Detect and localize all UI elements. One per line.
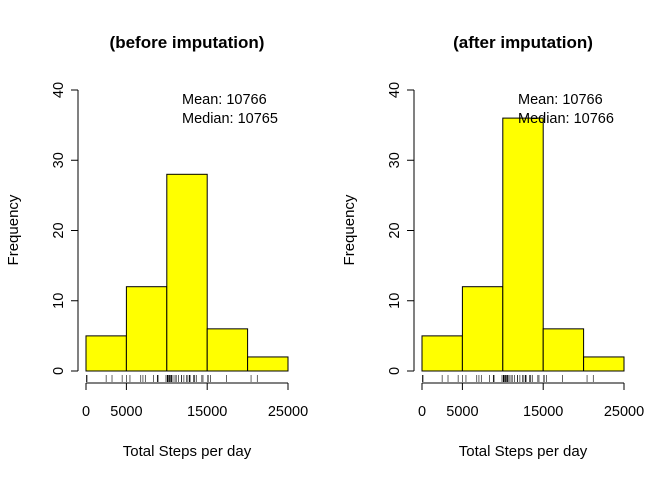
- x-tick-label: 0: [82, 404, 90, 420]
- x-axis-label: Total Steps per day: [459, 443, 588, 460]
- histogram-bar: [421, 335, 463, 372]
- y-tick-label: 0: [387, 367, 403, 375]
- y-tick-label: 40: [51, 82, 67, 98]
- histogram-bar: [166, 173, 208, 372]
- histogram-bar: [542, 328, 585, 372]
- y-axis-label: Frequency: [341, 194, 358, 265]
- histogram-bar: [583, 356, 625, 372]
- histogram-bar: [85, 335, 127, 372]
- y-tick-label: 30: [387, 152, 403, 168]
- x-tick-label: 25000: [604, 404, 644, 420]
- y-tick-label: 10: [387, 293, 403, 309]
- histogram-after-panel: (after imputation) 0 10 20 30 40 0 5000 15000 250…: [341, 33, 644, 460]
- median-annotation: Median: 10765: [182, 111, 278, 127]
- y-axis-label: Frequency: [5, 194, 22, 265]
- median-annotation: Median: 10766: [518, 111, 614, 127]
- y-tick-label: 10: [51, 293, 67, 309]
- y-tick-label: 20: [51, 222, 67, 238]
- x-tick-label: 0: [418, 404, 426, 420]
- x-tick-label: 5000: [446, 404, 478, 420]
- histogram-bar: [206, 328, 249, 372]
- y-tick-label: 30: [51, 152, 67, 168]
- histogram-before-panel: (before imputation) 0 10 20 30 40 0 5000 15000 25…: [5, 33, 308, 460]
- y-tick-label: 20: [387, 222, 403, 238]
- x-tick-label: 15000: [523, 404, 563, 420]
- histogram-bar: [125, 286, 168, 372]
- x-tick-label: 25000: [268, 404, 308, 420]
- chart-title: (after imputation): [453, 33, 593, 52]
- x-tick-label: 5000: [110, 404, 142, 420]
- x-axis-label: Total Steps per day: [123, 443, 252, 460]
- histogram-bar: [502, 117, 544, 372]
- histogram-bar: [461, 286, 504, 372]
- histogram-bar: [247, 356, 289, 372]
- x-tick-label: 15000: [187, 404, 227, 420]
- y-tick-label: 40: [387, 82, 403, 98]
- mean-annotation: Mean: 10766: [182, 92, 267, 108]
- chart-title: (before imputation): [110, 33, 265, 52]
- mean-annotation: Mean: 10766: [518, 92, 603, 108]
- y-tick-label: 0: [51, 367, 67, 375]
